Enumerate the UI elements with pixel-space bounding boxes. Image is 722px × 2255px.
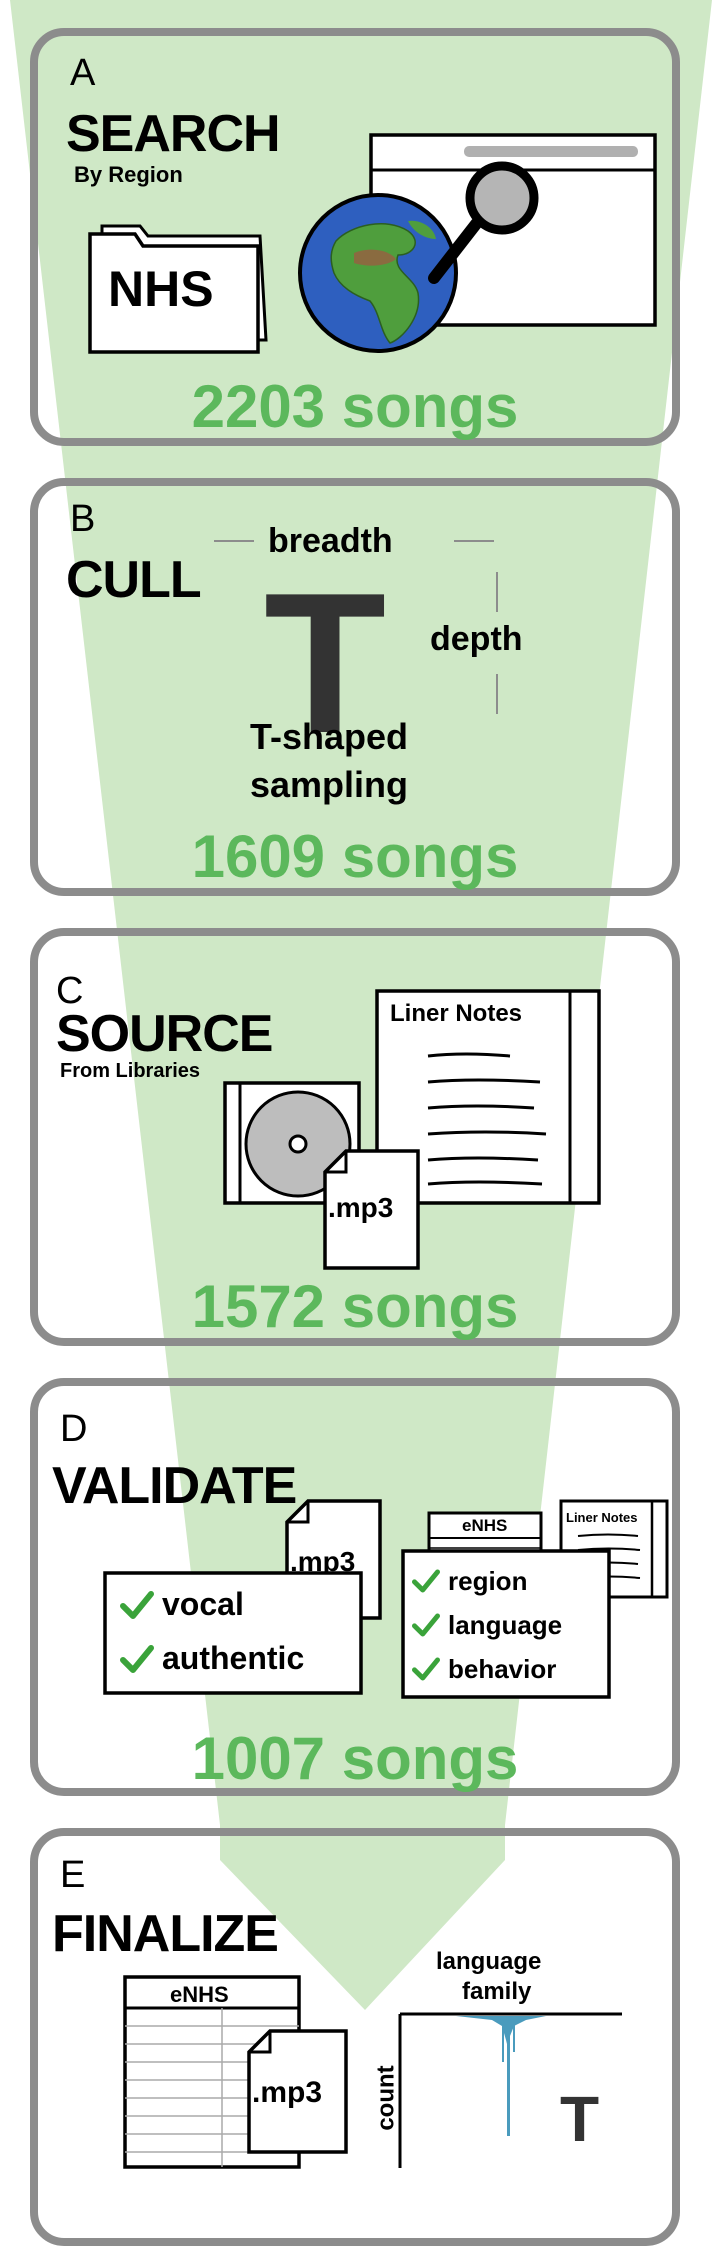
song-count: 1609 songs (191, 823, 519, 890)
breadth-label: breadth (268, 522, 393, 560)
check-label: region (448, 1566, 528, 1596)
mp3-label: .mp3 (252, 2076, 323, 2109)
chart-marker: T (560, 2083, 600, 2155)
folder-label: NHS (108, 261, 214, 317)
song-count: 1572 songs (191, 1273, 519, 1340)
panel-validate: D VALIDATE .mp3 vocal authentic eNHS Lin… (30, 1378, 680, 1796)
table-label: eNHS (170, 1982, 229, 2007)
globe-icon (298, 193, 458, 353)
chart-xlabel-line-1: language (436, 1948, 542, 1975)
song-count: 1007 songs (191, 1725, 519, 1792)
checkmark-icon (412, 1613, 440, 1637)
panel-source: C SOURCE From Libraries Liner Notes .mp3… (30, 928, 680, 1346)
checkmark-icon (412, 1657, 440, 1681)
panel-title: VALIDATE (52, 1457, 297, 1515)
panel-letter: C (56, 970, 84, 1012)
histogram-icon (398, 2012, 622, 2168)
panel-letter: D (60, 1408, 88, 1450)
liner-notes-title: Liner Notes (566, 1510, 638, 1525)
check-label: language (448, 1610, 563, 1640)
song-count: 2203 songs (191, 373, 519, 440)
enhs-label: eNHS (462, 1516, 508, 1535)
caption-line-2: sampling (250, 764, 409, 805)
check-label: authentic (162, 1640, 305, 1676)
panel-title: FINALIZE (52, 1905, 279, 1963)
chart-xlabel-line-2: family (462, 1978, 532, 2005)
panel-subtitle: By Region (74, 162, 183, 187)
depth-label: depth (430, 620, 523, 658)
check-label: vocal (162, 1586, 244, 1622)
folder-icon (88, 224, 268, 354)
panel-title: SEARCH (66, 105, 281, 163)
panel-title: CULL (66, 551, 202, 609)
panel-title: SOURCE (56, 1005, 273, 1063)
magnifier-icon (428, 161, 539, 284)
mp3-file-icon (247, 2029, 348, 2154)
panel-letter: B (70, 498, 96, 540)
panel-subtitle: From Libraries (60, 1060, 201, 1082)
panel-letter: A (70, 52, 96, 94)
panel-letter: E (60, 1854, 86, 1896)
checkmark-icon (120, 1645, 154, 1673)
liner-notes-title: Liner Notes (390, 1000, 523, 1027)
depth-indicator (496, 572, 498, 714)
checklist-box (103, 1571, 363, 1695)
panel-finalize: E FINALIZE eNHS .mp3 language family cou… (30, 1828, 680, 2246)
caption-line-1: T-shaped (250, 716, 409, 757)
chart-ylabel: count (372, 2065, 400, 2131)
check-label: behavior (448, 1654, 557, 1684)
checkmark-icon (412, 1569, 440, 1593)
mp3-file-icon (323, 1149, 420, 1270)
panel-search: A SEARCH By Region NHS 2203 songs (30, 28, 680, 446)
mp3-label: .mp3 (328, 1192, 394, 1223)
breadth-indicator (214, 540, 494, 542)
checkmark-icon (120, 1591, 154, 1619)
panel-cull: B CULL breadth T depth T-shaped sampling… (30, 478, 680, 896)
t-shape: T (264, 552, 387, 775)
